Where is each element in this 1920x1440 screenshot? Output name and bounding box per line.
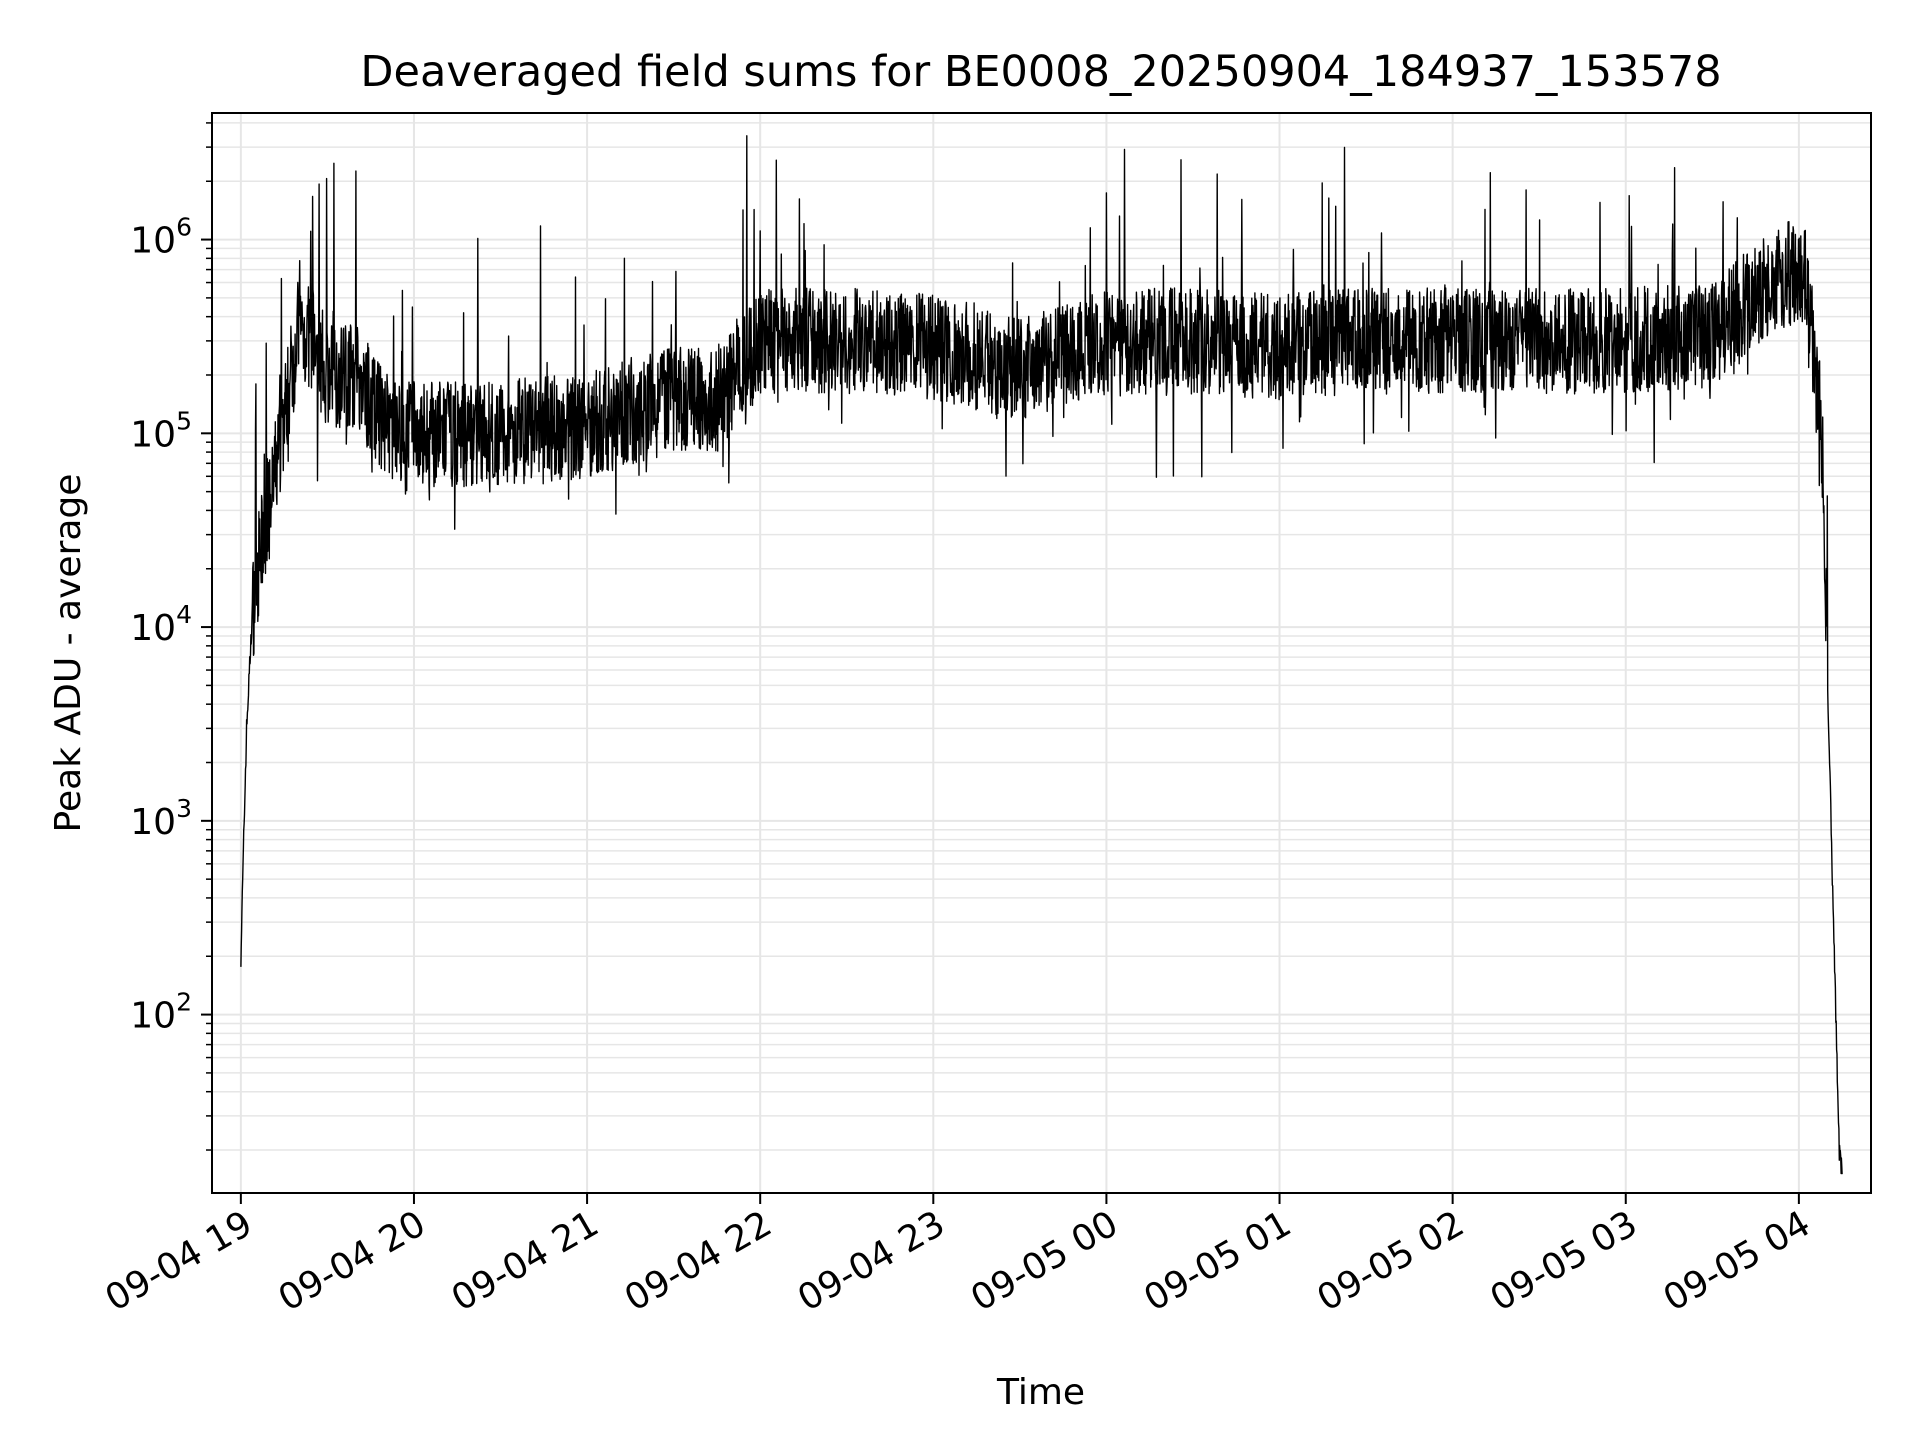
y-tick-label: 102 [130, 988, 192, 1037]
y-tick-label: 104 [130, 600, 192, 649]
y-tick-label: 103 [130, 794, 192, 843]
y-axis: 102 103 104 105 106 [130, 122, 212, 1151]
series-layer [240, 135, 1843, 1175]
y-tick-label: 105 [130, 406, 192, 455]
y-tick-label: 106 [130, 213, 192, 262]
plot-frame [211, 112, 1872, 1194]
series-line [240, 135, 1843, 1175]
x-axis-label: Time [996, 1372, 1085, 1413]
chart-title: Deaveraged field sums for BE0008_2025090… [360, 47, 1721, 97]
y-axis-label: Peak ADU - average [48, 474, 89, 833]
